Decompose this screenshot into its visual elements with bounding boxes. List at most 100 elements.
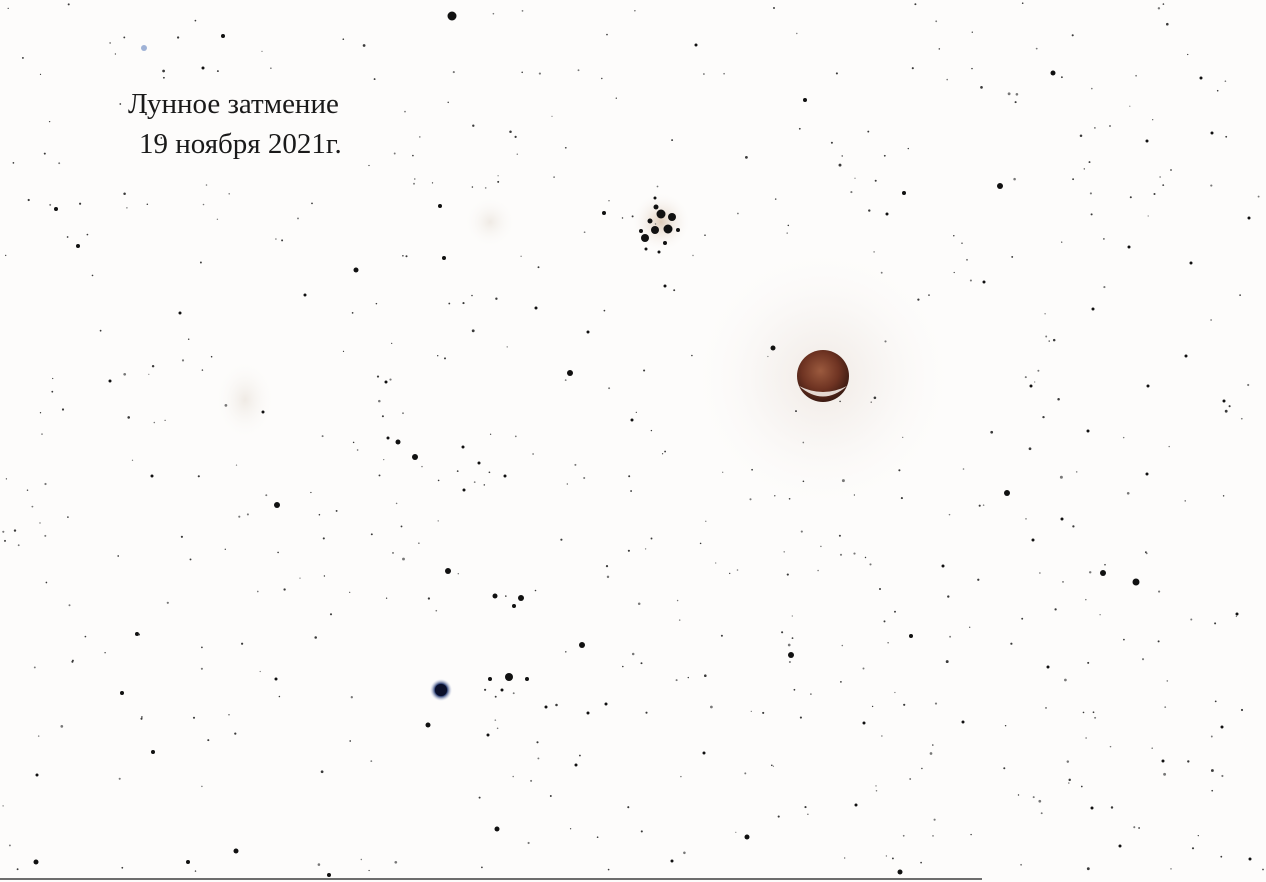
faint-star xyxy=(961,242,963,244)
faint-star xyxy=(378,399,381,403)
faint-star xyxy=(878,587,882,591)
faint-star xyxy=(1162,184,1165,187)
faint-star xyxy=(555,703,558,707)
faint-star xyxy=(891,857,894,860)
faint-star xyxy=(881,735,883,737)
faint-star xyxy=(1157,7,1161,10)
star xyxy=(1100,570,1106,576)
faint-star xyxy=(1089,192,1092,195)
star xyxy=(567,370,573,376)
star xyxy=(1132,578,1140,586)
faint-star xyxy=(1240,417,1243,420)
faint-star xyxy=(820,545,822,548)
faint-star xyxy=(121,866,124,869)
star xyxy=(770,345,776,351)
faint-star xyxy=(840,681,842,683)
star xyxy=(425,722,431,728)
faint-star xyxy=(123,36,126,39)
faint-star xyxy=(1037,369,1040,372)
faint-star xyxy=(631,652,635,656)
faint-star xyxy=(1021,617,1024,620)
star xyxy=(395,439,401,445)
faint-star xyxy=(862,667,865,670)
star xyxy=(579,642,585,648)
faint-star xyxy=(66,236,69,238)
faint-star xyxy=(650,429,653,432)
faint-star xyxy=(839,400,841,403)
faint-star xyxy=(1087,661,1090,664)
faint-star xyxy=(283,588,286,591)
faint-star xyxy=(506,346,508,348)
faint-star xyxy=(675,679,678,682)
star xyxy=(630,418,634,422)
faint-star xyxy=(867,130,870,133)
faint-star xyxy=(966,258,968,261)
faint-star xyxy=(1235,615,1238,618)
faint-star xyxy=(123,192,126,195)
faint-star xyxy=(799,716,802,719)
faint-star xyxy=(935,20,938,23)
faint-star xyxy=(58,162,61,165)
faint-star xyxy=(798,127,801,130)
faint-star xyxy=(181,359,185,362)
faint-star xyxy=(583,231,586,234)
faint-star xyxy=(536,741,539,744)
faint-star xyxy=(200,667,203,670)
faint-star xyxy=(1187,53,1189,56)
faint-star xyxy=(1166,22,1169,26)
faint-star xyxy=(948,513,951,516)
star xyxy=(1161,759,1165,763)
faint-star xyxy=(521,10,524,12)
faint-star xyxy=(489,433,492,435)
faint-star xyxy=(395,502,398,505)
faint-star xyxy=(884,340,887,343)
faint-star xyxy=(281,239,284,242)
faint-star xyxy=(492,12,495,15)
faint-star xyxy=(412,154,414,157)
faint-star xyxy=(1086,867,1090,871)
faint-star xyxy=(246,513,249,516)
faint-star xyxy=(509,130,512,133)
faint-star xyxy=(228,714,230,716)
faint-star xyxy=(5,478,8,480)
faint-star xyxy=(385,597,388,599)
faint-star xyxy=(1123,638,1125,641)
faint-star xyxy=(838,534,841,537)
faint-star xyxy=(564,146,567,149)
faint-star xyxy=(329,613,333,616)
faint-star xyxy=(947,595,950,598)
faint-star xyxy=(1021,2,1024,4)
faint-star xyxy=(1090,213,1093,216)
faint-star xyxy=(39,73,42,76)
faint-star xyxy=(373,78,376,81)
faint-star xyxy=(43,152,46,155)
faint-star xyxy=(736,569,739,571)
faint-star xyxy=(437,520,439,522)
faint-star xyxy=(788,497,791,500)
faint-star xyxy=(472,124,475,127)
faint-star xyxy=(514,435,517,438)
faint-star xyxy=(199,261,202,264)
faint-star xyxy=(1210,735,1213,738)
faint-star xyxy=(1197,834,1199,837)
faint-star xyxy=(495,297,498,300)
faint-star xyxy=(235,464,238,466)
faint-star xyxy=(977,578,980,581)
faint-star xyxy=(512,692,515,695)
faint-star xyxy=(1157,640,1160,643)
faint-star xyxy=(317,863,321,866)
faint-star xyxy=(1151,747,1153,749)
faint-star xyxy=(151,364,155,368)
faint-star xyxy=(321,435,324,438)
faint-star xyxy=(383,458,385,461)
faint-star xyxy=(1045,335,1048,338)
faint-star xyxy=(551,115,553,117)
faint-star xyxy=(1068,778,1071,782)
faint-star xyxy=(278,695,281,698)
faint-star xyxy=(564,379,567,381)
faint-star xyxy=(873,396,877,400)
faint-star xyxy=(146,203,149,205)
faint-star xyxy=(971,31,973,33)
star xyxy=(201,66,205,70)
